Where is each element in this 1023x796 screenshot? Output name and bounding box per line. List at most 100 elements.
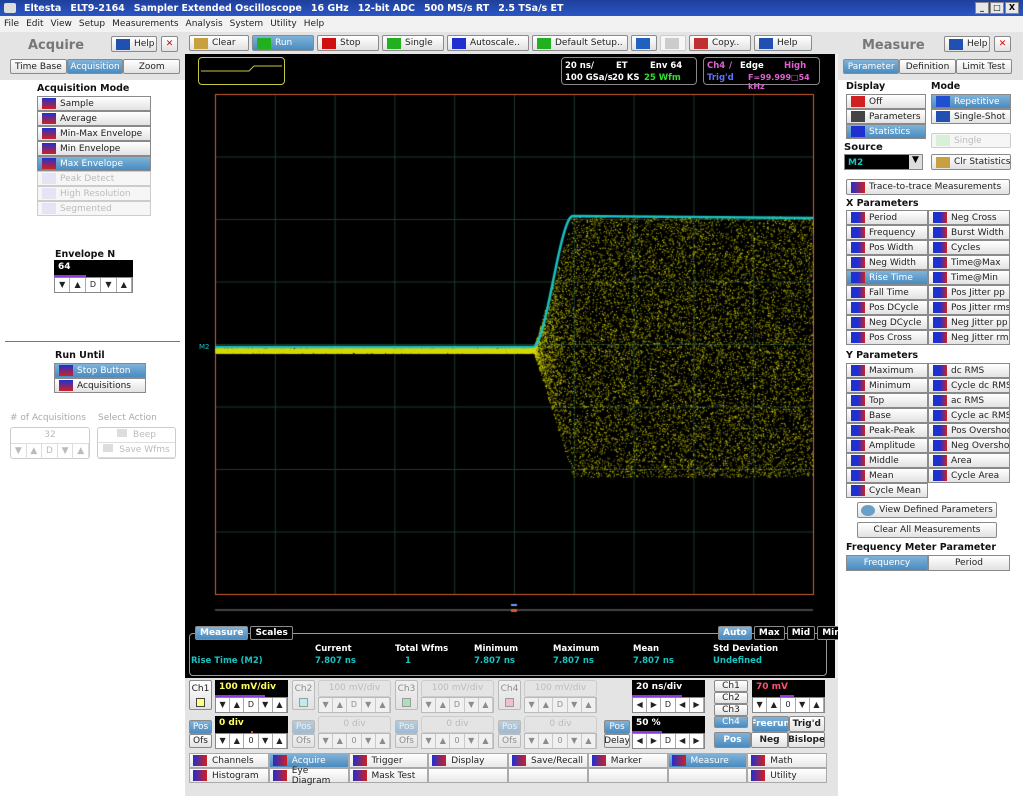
tab-zoom[interactable]: Zoom	[123, 59, 181, 74]
nav-measure[interactable]: Measure	[667, 753, 748, 768]
trigger-source-ch3[interactable]: Ch3	[714, 704, 748, 716]
param-cycle-mean[interactable]: Cycle Mean	[846, 483, 928, 498]
stepper-button[interactable]: ▼	[465, 698, 479, 712]
trigger-source-ch2[interactable]: Ch2	[714, 692, 748, 704]
stepper-button[interactable]: ▼	[568, 734, 582, 748]
stepper-button[interactable]: D	[450, 698, 465, 712]
channel-offset-value[interactable]: 0 div	[421, 716, 494, 733]
stepper-button[interactable]: ▲	[333, 734, 348, 748]
menu-system[interactable]: System	[229, 19, 264, 29]
param-neg-overshoot[interactable]: Neg Overshoot	[928, 438, 1010, 453]
stepper-button[interactable]: ▲	[230, 698, 245, 712]
nav-trigger[interactable]: Trigger	[348, 753, 429, 768]
stepper-button[interactable]: D	[244, 698, 259, 712]
redo-button[interactable]	[660, 35, 686, 51]
channel-offset-value[interactable]: 0 div	[318, 716, 391, 733]
nav-save-recall[interactable]: Save/Recall	[508, 753, 588, 768]
stepper-button[interactable]: ▲	[582, 698, 597, 712]
stepper-button[interactable]: 0	[450, 734, 465, 748]
help-button[interactable]: Help	[944, 36, 990, 52]
help-button[interactable]: Help	[111, 36, 157, 52]
stepper-button[interactable]: ▼	[525, 734, 540, 748]
tab-limit-test[interactable]: Limit Test	[955, 59, 1012, 74]
stepper-up-button[interactable]: ▲	[117, 278, 133, 292]
param-peak-peak[interactable]: Peak-Peak	[846, 423, 928, 438]
stepper-button[interactable]: ◀	[633, 734, 648, 748]
param-pos-dcycle[interactable]: Pos DCycle	[846, 300, 928, 315]
channel-scale-value[interactable]: 100 mV/div	[524, 680, 597, 697]
action-save-wfms[interactable]: Save Wfms	[98, 443, 175, 458]
param-cycle-ac-rms[interactable]: Cycle ac RMS	[928, 408, 1010, 423]
nav-channels[interactable]: Channels	[189, 753, 269, 768]
stepper-button[interactable]: D	[553, 698, 568, 712]
stepper-button[interactable]: ▶	[647, 734, 662, 748]
stepper-button[interactable]: ▲	[479, 734, 494, 748]
param-frequency[interactable]: Frequency	[846, 225, 928, 240]
stepper-button[interactable]: ▼	[319, 698, 334, 712]
stepper-button[interactable]: ▼	[422, 734, 437, 748]
display-parameters[interactable]: Parameters	[846, 109, 926, 124]
nav-eye-diagram[interactable]: Eye Diagram	[268, 766, 349, 786]
tab-time-base[interactable]: Time Base	[10, 59, 67, 74]
param-mean[interactable]: Mean	[846, 468, 928, 483]
stepper-button[interactable]: ▲	[582, 734, 597, 748]
stepper-button[interactable]: ▲	[27, 444, 43, 459]
param-fall-time[interactable]: Fall Time	[846, 285, 928, 300]
param-middle[interactable]: Middle	[846, 453, 928, 468]
menu-measurements[interactable]: Measurements	[112, 19, 179, 29]
mode-average[interactable]: Average	[37, 111, 151, 126]
pos-button[interactable]: Pos	[498, 720, 521, 734]
stepper-button[interactable]: ▲	[767, 698, 782, 712]
stepper-up-small-button[interactable]: ▲	[70, 278, 86, 292]
stepper-button[interactable]: ▼	[362, 734, 376, 748]
channel-4-button[interactable]: Ch4	[498, 680, 521, 710]
channel-2-button[interactable]: Ch2	[292, 680, 315, 710]
param-pos-width[interactable]: Pos Width	[846, 240, 928, 255]
trigger-mode-trig-d[interactable]: Trig'd	[788, 716, 825, 732]
clear-all-measurements-button[interactable]: Clear All Measurements	[857, 522, 997, 538]
stepper-button[interactable]: 0	[553, 734, 568, 748]
single-measure-button[interactable]: Single	[931, 133, 1011, 148]
stepper-button[interactable]: D	[661, 698, 676, 712]
scale-auto-button[interactable]: Auto	[718, 626, 752, 640]
stepper-down-small-button[interactable]: ▼	[55, 278, 71, 292]
stepper-down-button[interactable]: ▼	[101, 278, 117, 292]
stepper-button[interactable]: ▲	[273, 698, 288, 712]
close-panel-button[interactable]: ✕	[994, 36, 1011, 52]
param-pos-cross[interactable]: Pos Cross	[846, 330, 928, 345]
pos-button[interactable]: Pos	[292, 720, 315, 734]
source-select[interactable]: M2 ▼	[844, 154, 923, 170]
stepper-button[interactable]: ▶	[647, 698, 662, 712]
stepper-button[interactable]: ▲	[273, 734, 288, 748]
channel-scale-value[interactable]: 100 mV/div	[318, 680, 391, 697]
stop-button[interactable]: Stop	[317, 35, 379, 51]
mode-min-envelope[interactable]: Min Envelope	[37, 141, 151, 156]
autoscale-button[interactable]: Autoscale..	[447, 35, 529, 51]
waveform-overview-thumbnail[interactable]	[198, 57, 285, 85]
run-until-stop-button[interactable]: Stop Button	[54, 363, 146, 378]
menu-analysis[interactable]: Analysis	[185, 19, 223, 29]
nav-mask-test[interactable]: Mask Test	[348, 768, 429, 783]
scale-max-button[interactable]: Max	[753, 626, 785, 640]
clear-button[interactable]: Clear	[189, 35, 249, 51]
copy-button[interactable]: Copy..	[689, 35, 751, 51]
ofs-button[interactable]: Ofs	[292, 734, 315, 748]
stepper-button[interactable]: ▲	[436, 698, 451, 712]
param-cycle-dc-rms[interactable]: Cycle dc RMS	[928, 378, 1010, 393]
channel-3-button[interactable]: Ch3	[395, 680, 418, 710]
stepper-button[interactable]: ◀	[676, 734, 690, 748]
frequency-meter-period[interactable]: Period	[928, 555, 1010, 571]
delay-button[interactable]: Delay	[604, 734, 630, 748]
stepper-button[interactable]: ◀	[633, 698, 648, 712]
menu-setup[interactable]: Setup	[78, 19, 106, 29]
minimize-window-button[interactable]: _	[975, 2, 989, 14]
menu-help[interactable]: Help	[303, 19, 325, 29]
stepper-button[interactable]: D	[347, 698, 362, 712]
mode-min-max-envelope[interactable]: Min-Max Envelope	[37, 126, 151, 141]
mode-repetitive[interactable]: Repetitive	[931, 94, 1011, 109]
channel-offset-value[interactable]: 0 div	[524, 716, 597, 733]
stepper-button[interactable]: ▲	[539, 734, 554, 748]
param-time-min[interactable]: Time@Min	[928, 270, 1010, 285]
trigger-slope-neg[interactable]: Neg	[751, 732, 788, 748]
param-neg-jitter-pp[interactable]: Neg Jitter pp	[928, 315, 1010, 330]
